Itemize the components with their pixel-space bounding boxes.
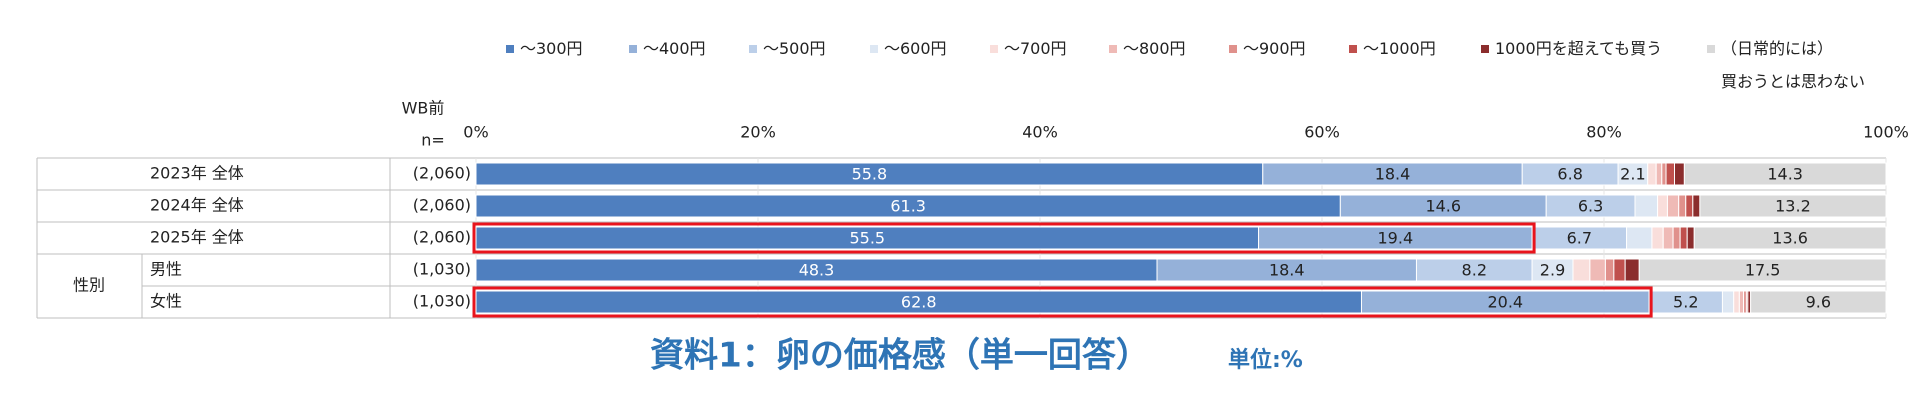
legend-swatch: [749, 45, 757, 53]
legend-swatch: [870, 45, 878, 53]
data-label: 2.9: [1540, 261, 1565, 280]
bar-segment: [1661, 162, 1667, 186]
legend-swatch: [1229, 45, 1237, 53]
legend-label: ～900円: [1243, 39, 1306, 58]
data-label: 55.5: [849, 229, 885, 248]
bar-segment: [1692, 194, 1701, 218]
n-label: (2,060): [413, 164, 471, 183]
bar-segment: [1626, 226, 1653, 250]
data-label: 14.3: [1767, 165, 1803, 184]
bar-segment: [1738, 290, 1745, 314]
data-label: 5.2: [1673, 293, 1698, 312]
legend-label: 1000円を超えても買う: [1495, 39, 1663, 58]
data-label: 18.4: [1375, 165, 1411, 184]
data-label: 18.4: [1269, 261, 1305, 280]
category-label: 男性: [150, 260, 182, 279]
bar-segment: [1678, 194, 1687, 218]
n-label: (2,060): [413, 196, 471, 215]
legend-swatch: [1481, 45, 1489, 53]
data-label: 8.2: [1462, 261, 1487, 280]
legend-label: ～700円: [1004, 39, 1067, 58]
data-label: 13.2: [1775, 197, 1811, 216]
bar-segment: [1721, 290, 1735, 314]
data-label: 6.3: [1578, 197, 1603, 216]
legend-label: ～500円: [763, 39, 826, 58]
category-label: 女性: [150, 292, 182, 311]
n-label: (1,030): [413, 260, 471, 279]
data-label: 19.4: [1378, 229, 1414, 248]
x-tick-label: 0%: [463, 123, 488, 142]
x-tick-label: 60%: [1304, 123, 1340, 142]
x-tick-label: 20%: [740, 123, 776, 142]
bar-segment: [1679, 226, 1688, 250]
group-label: 性別: [73, 276, 105, 295]
chart-title: 資料1：卵の価格感（単一回答）: [650, 336, 1150, 376]
legend-swatch: [1109, 45, 1117, 53]
bar-segment: [1613, 258, 1626, 282]
data-label: 6.8: [1557, 165, 1582, 184]
chart-subtitle: 単位:%: [1228, 347, 1303, 373]
n-label: (2,060): [413, 228, 471, 247]
bar-segment: [1672, 226, 1681, 250]
n-header: n=: [421, 131, 445, 150]
highlight-box: [472, 286, 1653, 318]
bar-segment: [1662, 226, 1674, 250]
data-label: 13.6: [1772, 229, 1808, 248]
x-tick-label: 40%: [1022, 123, 1058, 142]
bar-segment: [1666, 194, 1680, 218]
legend-label: ～800円: [1123, 39, 1186, 58]
legend-swatch: [506, 45, 514, 53]
bar-segment: [1733, 290, 1740, 314]
bar-segment: [1604, 258, 1615, 282]
data-label: 55.8: [852, 165, 888, 184]
x-tick-label: 100%: [1863, 123, 1909, 142]
data-label: 20.4: [1487, 293, 1523, 312]
legend-label: ～600円: [884, 39, 947, 58]
bar-segment: [1683, 162, 1887, 186]
bar-segment: [1665, 162, 1676, 186]
bar-segment: [1699, 194, 1887, 218]
data-label: 6.7: [1567, 229, 1592, 248]
legend-label: ～1000円: [1363, 39, 1436, 58]
data-label: 2.1: [1620, 165, 1645, 184]
data-label: 48.3: [799, 261, 835, 280]
legend-label: ～300円: [520, 39, 583, 58]
legend-label: （日常的には） 買おうとは思わない: [1721, 39, 1866, 91]
bar-segment: [1674, 162, 1685, 186]
legend-swatch: [629, 45, 637, 53]
x-tick-label: 80%: [1586, 123, 1622, 142]
data-label: 62.8: [901, 293, 937, 312]
bar-segment: [1651, 226, 1664, 250]
bar-segment: [1634, 194, 1659, 218]
highlight-box: [472, 222, 1536, 254]
data-label: 17.5: [1745, 261, 1781, 280]
bar-segment: [1657, 194, 1668, 218]
legend-label: ～400円: [643, 39, 706, 58]
data-label: 14.6: [1425, 197, 1461, 216]
legend-swatch: [1349, 45, 1357, 53]
n-label: (1,030): [413, 292, 471, 311]
legend-swatch: [990, 45, 998, 53]
category-label: 2025年 全体: [150, 228, 244, 247]
bar-segment: [1638, 258, 1887, 282]
bar-segment: [1647, 162, 1657, 186]
bar-segment: [1572, 258, 1591, 282]
bar-segment: [1750, 290, 1887, 314]
data-label: 61.3: [890, 197, 926, 216]
category-label: 2023年 全体: [150, 164, 244, 183]
bar-segment: [1624, 258, 1640, 282]
bar-segment: [1589, 258, 1606, 282]
bar-segment: [1655, 162, 1663, 186]
data-label: 9.6: [1806, 293, 1831, 312]
n-header: WB前: [402, 99, 445, 118]
legend-swatch: [1707, 45, 1715, 53]
bar-segment: [1686, 226, 1695, 250]
category-label: 2024年 全体: [150, 196, 244, 215]
bar-segment: [1685, 194, 1694, 218]
bar-segment: [1693, 226, 1887, 250]
